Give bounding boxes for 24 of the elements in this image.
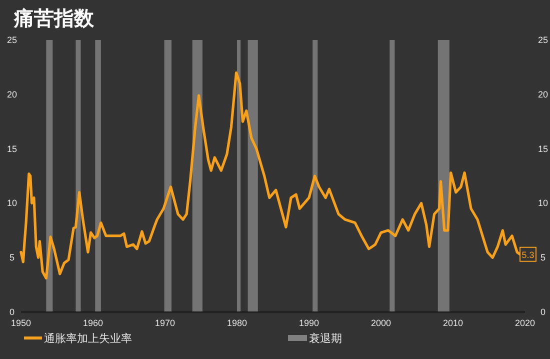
y2-tick-label: 20 <box>538 89 548 100</box>
y-tick-label: 15 <box>6 144 18 154</box>
x-tick-label: 1970 <box>154 318 176 328</box>
y2-tick-label: 15 <box>538 144 548 154</box>
x-tick-label: 2010 <box>442 318 464 328</box>
y-tick-label: 20 <box>6 89 18 100</box>
y2-tick-label: 10 <box>538 198 548 208</box>
x-tick-label: 2020 <box>514 318 536 328</box>
x-tick-label: 1980 <box>226 318 248 328</box>
y2-tick-label: 0 <box>540 307 546 317</box>
data-label: 5.3 <box>522 250 534 260</box>
x-tick-label: 1960 <box>82 318 104 328</box>
y-tick-label: 0 <box>9 307 15 317</box>
x-tick-label: 2000 <box>370 318 392 328</box>
legend-label: 衰退期 <box>309 332 342 345</box>
y-tick-label: 10 <box>6 198 18 208</box>
chart-title: 痛苦指数 <box>13 7 95 30</box>
x-tick-label: 1950 <box>10 318 32 328</box>
legend-label: 通胀率加上失业率 <box>44 332 132 345</box>
y2-tick-label: 25 <box>538 35 548 45</box>
y-tick-label: 5 <box>9 252 15 263</box>
y2-tick-label: 5 <box>540 252 546 263</box>
x-tick-label: 1990 <box>298 318 320 328</box>
y-tick-label: 25 <box>6 35 18 45</box>
